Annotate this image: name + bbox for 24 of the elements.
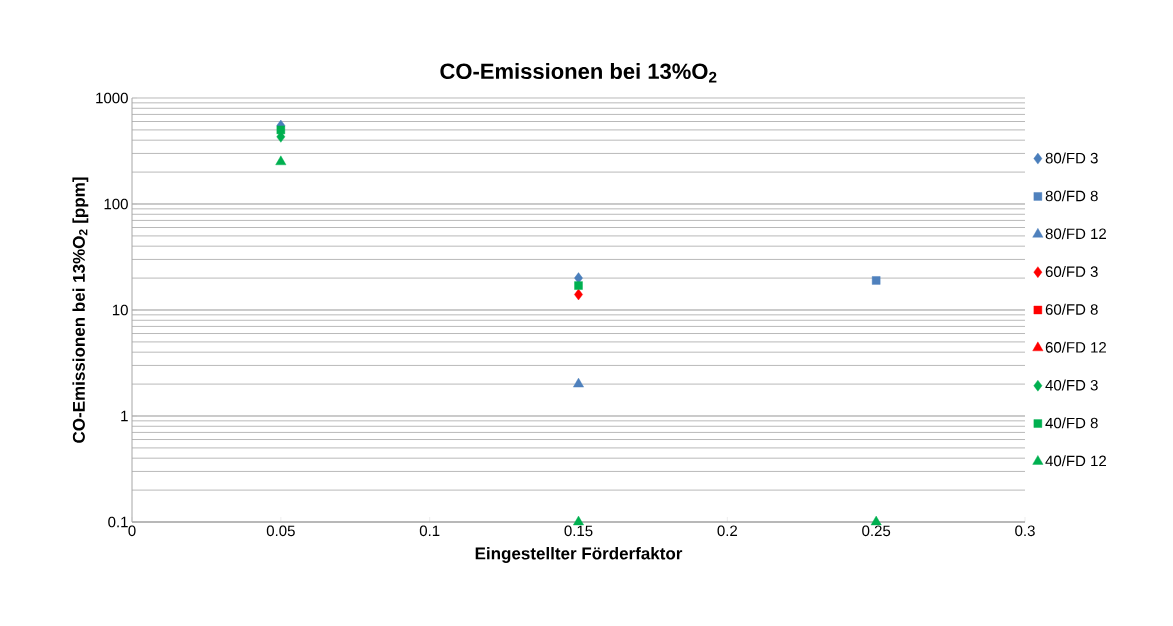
- legend-label: 40/FD 3: [1045, 379, 1098, 391]
- y-tick-label: 0.1: [108, 516, 128, 528]
- y-tick-label: 10: [112, 304, 128, 316]
- x-tick-label: 0.3: [1015, 525, 1035, 537]
- x-tick-label: 0.1: [419, 525, 440, 537]
- x-tick-label: 0.15: [564, 525, 593, 537]
- legend-label: 60/FD 3: [1045, 265, 1098, 277]
- x-tick-label: 0.05: [266, 525, 295, 537]
- y-tick-label: 100: [104, 198, 128, 210]
- x-tick-label: 0.25: [862, 525, 891, 537]
- x-tick-label: 0.2: [717, 525, 738, 537]
- y-tick-label: 1000: [96, 92, 128, 104]
- legend-label: 80/FD 8: [1045, 190, 1098, 202]
- legend-label: 60/FD 8: [1045, 303, 1098, 315]
- chart-title: CO-Emissionen bei 13%O$_{2}$: [440, 62, 717, 83]
- x-tick-label: 0: [128, 525, 136, 537]
- legend-label: 40/FD 12: [1045, 455, 1106, 467]
- legend-label: 60/FD 12: [1045, 341, 1106, 353]
- y-tick-label: 1: [121, 410, 128, 422]
- x-axis-title: Eingestellter Förderfaktor: [475, 546, 683, 563]
- y-axis-title: CO-Emissionen bei 13%O$_{2}$ [ppm]: [72, 177, 89, 443]
- legend-label: 40/FD 8: [1045, 417, 1098, 429]
- legend-label: 80/FD 12: [1045, 228, 1106, 240]
- legend-label: 80/FD 3: [1045, 152, 1098, 164]
